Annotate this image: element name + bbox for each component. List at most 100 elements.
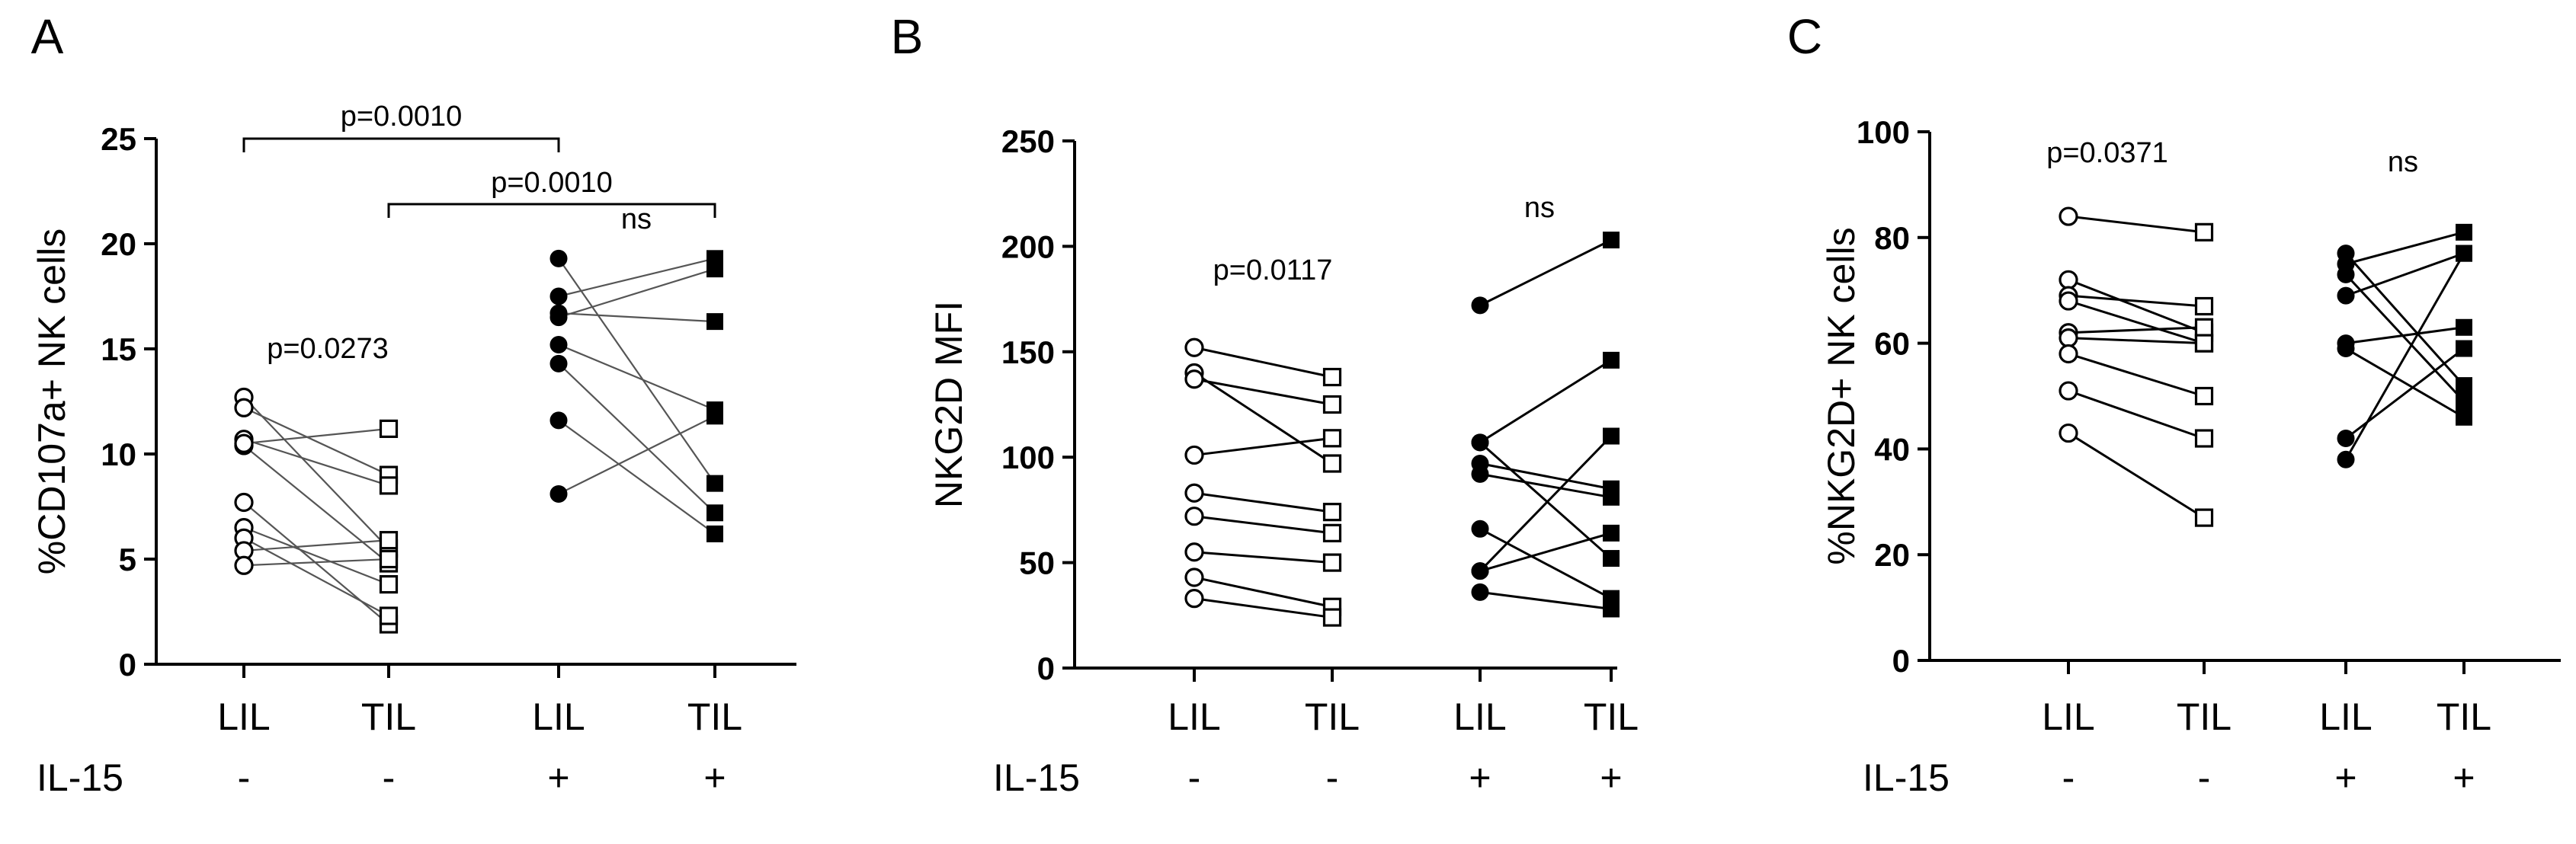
- pair-line: [1479, 472, 1612, 499]
- y-axis-title: NKG2D MFI: [928, 301, 970, 508]
- lil-marker-open: [234, 433, 254, 453]
- p-value-label: p=0.0010: [491, 167, 613, 199]
- pair-line: [2344, 252, 2465, 461]
- x-category-label: TIL: [2177, 695, 2232, 738]
- pair-line: [558, 419, 716, 535]
- pair-line: [558, 268, 716, 318]
- til-marker-open: [1322, 367, 1342, 387]
- y-tick-label: 60: [1874, 326, 1910, 362]
- pair-line: [2345, 347, 2465, 440]
- pair-line: [1479, 590, 1612, 610]
- y-tick-label: 250: [1001, 123, 1055, 159]
- ns-label: ns: [2388, 146, 2418, 178]
- til-marker-filled: [2456, 340, 2472, 357]
- x-category-label: TIL: [1305, 695, 1360, 738]
- treatment-sign: +: [2453, 756, 2475, 799]
- lil-marker-filled: [549, 309, 568, 327]
- til-marker-open: [379, 531, 399, 550]
- y-tick-label: 15: [101, 331, 136, 367]
- til-marker-open: [2194, 508, 2214, 527]
- y-tick-label: 10: [101, 436, 136, 472]
- treatment-sign: +: [703, 756, 726, 799]
- til-marker-filled: [2456, 318, 2472, 336]
- x-category-label: TIL: [361, 695, 416, 738]
- pair-line: [2345, 347, 2465, 419]
- lil-marker-open: [234, 555, 254, 575]
- lil-marker-filled: [2337, 430, 2355, 448]
- lil-marker-open: [1184, 483, 1204, 503]
- pair-line: [558, 344, 716, 411]
- y-tick-label: 50: [1019, 545, 1055, 581]
- lil-marker-open: [2059, 344, 2078, 364]
- lil-marker-open: [2059, 381, 2078, 401]
- lil-marker-filled: [549, 354, 568, 372]
- treatment-sign: +: [547, 756, 569, 799]
- pair-line: [243, 501, 389, 625]
- panel-letter: C: [1787, 9, 1822, 64]
- x-category-label: TIL: [2437, 695, 2491, 738]
- pair-line: [2068, 337, 2205, 345]
- pair-line: [243, 396, 389, 549]
- pair-line: [1193, 378, 1333, 406]
- y-tick-label: 100: [1001, 440, 1055, 475]
- y-tick-label: 0: [1037, 651, 1055, 686]
- pair-line: [1193, 551, 1333, 564]
- til-marker-filled: [1603, 351, 1620, 369]
- til-marker-filled: [2456, 408, 2472, 426]
- x-category-label: LIL: [217, 695, 271, 738]
- til-marker-open: [379, 419, 399, 438]
- pair-line: [2345, 252, 2465, 297]
- lil-marker-filled: [2337, 286, 2355, 305]
- til-marker-open: [379, 606, 399, 625]
- lil-marker-filled: [549, 287, 568, 305]
- panel-b: B 0 50 100 150 200 250 NKG2D MFI LIL TIL LIL TIL IL-…: [891, 9, 1639, 799]
- til-marker-filled: [1603, 427, 1620, 445]
- significance-bracket: [387, 203, 716, 218]
- pair-line: [1193, 346, 1333, 379]
- pair-line: [2068, 326, 2205, 334]
- til-marker-open: [1322, 503, 1342, 522]
- til-marker-open: [1322, 395, 1342, 414]
- pair-line: [2068, 299, 2205, 345]
- panel-letter: B: [891, 9, 924, 64]
- til-marker-open: [379, 549, 399, 569]
- x-category-label: LIL: [2319, 695, 2373, 738]
- pair-line: [558, 257, 716, 484]
- til-marker-filled: [706, 525, 723, 542]
- x-category-label: LIL: [1453, 695, 1507, 738]
- til-marker-filled: [2456, 223, 2472, 241]
- pair-line: [243, 537, 389, 617]
- treatment-sign: +: [2334, 756, 2357, 799]
- treatment-sign: -: [1326, 756, 1339, 799]
- treatment-sign: +: [1600, 756, 1622, 799]
- til-marker-open: [1322, 454, 1342, 473]
- treatment-sign: +: [1469, 756, 1491, 799]
- p-value-label: p=0.0010: [341, 101, 463, 133]
- pair-line: [243, 539, 389, 552]
- til-marker-open: [1322, 553, 1342, 572]
- til-marker-filled: [706, 475, 723, 492]
- pair-line: [2068, 294, 2205, 308]
- treatment-sign: -: [383, 756, 396, 799]
- pair-line: [2344, 252, 2465, 387]
- p-value-label: p=0.0273: [267, 333, 389, 365]
- y-tick-label: 5: [119, 542, 136, 577]
- pair-line: [1479, 527, 1612, 599]
- lil-marker-filled: [1471, 465, 1489, 483]
- lil-marker-filled: [549, 335, 568, 353]
- pair-line: [2068, 278, 2205, 334]
- pair-line: [2344, 273, 2465, 402]
- treatment-label: IL-15: [993, 756, 1080, 799]
- lil-marker-open: [2059, 291, 2078, 311]
- ns-label: ns: [1524, 192, 1555, 224]
- panel-c: C 0 20 40 60 80 100 %NKG2D+ NK cells LIL TIL LIL TI…: [1787, 9, 2561, 799]
- til-marker-open: [2194, 334, 2214, 353]
- pair-line: [1479, 441, 1612, 560]
- til-marker-open: [2194, 318, 2214, 337]
- lil-marker-open: [1184, 507, 1204, 526]
- pair-line: [243, 407, 389, 476]
- lil-marker-filled: [2337, 265, 2355, 283]
- treatment-sign: -: [2062, 756, 2075, 799]
- til-marker-filled: [2456, 392, 2472, 410]
